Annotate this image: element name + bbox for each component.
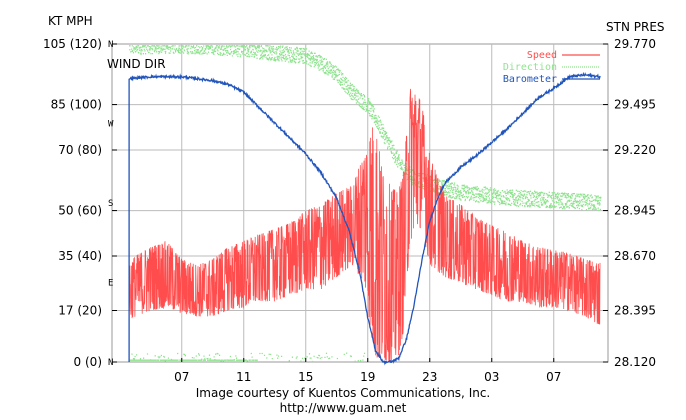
direction-tick-label: N <box>108 358 113 368</box>
right-axis-title: STN PRES <box>606 20 665 34</box>
x-tick-label: 07 <box>546 370 561 384</box>
direction-series <box>129 45 602 363</box>
right-tick-label: 29.495 <box>614 98 656 112</box>
speed-series-line <box>128 88 601 363</box>
left-tick-label: 70 (80) <box>58 143 102 157</box>
right-tick-label: 28.395 <box>614 304 656 318</box>
x-tick-label: 11 <box>236 370 251 384</box>
x-axis-ticks: 07 11 15 19 23 03 07 <box>174 358 561 384</box>
direction-tick-label: S <box>108 199 113 209</box>
right-tick-label: 28.120 <box>614 355 656 369</box>
wind-dir-title: WIND DIR <box>107 57 166 71</box>
barometer-series-line <box>128 71 601 366</box>
x-tick-label: 23 <box>422 370 437 384</box>
right-tick-label: 28.670 <box>614 249 656 263</box>
x-tick-label: 15 <box>298 370 313 384</box>
right-tick-label: 29.770 <box>614 37 656 51</box>
barometer-series <box>128 71 601 366</box>
right-tick-label: 28.945 <box>614 204 656 218</box>
credit-line-2: http://www.guam.net <box>280 401 407 415</box>
right-axis-ticks: 29.770 29.495 29.220 28.945 28.670 28.395 28.1… <box>603 37 656 369</box>
left-tick-label: 85 (100) <box>51 98 102 112</box>
legend-label: Speed <box>527 50 557 61</box>
left-tick-label: 35 (40) <box>58 249 102 263</box>
x-tick-label: 03 <box>484 370 499 384</box>
direction-series-points <box>129 45 602 363</box>
left-tick-label: 105 (120) <box>43 37 102 51</box>
left-tick-label: 50 (60) <box>58 204 102 218</box>
direction-tick-label: W <box>108 120 114 130</box>
legend-label: Direction <box>503 62 557 73</box>
direction-tick-label: E <box>108 279 113 289</box>
left-axis-title: KT MPH <box>48 14 93 28</box>
direction-axis-ticks: N W S E N <box>108 40 114 368</box>
right-tick-label: 29.220 <box>614 143 656 157</box>
credit-line-1: Image courtesy of Kuentos Communications… <box>196 386 491 400</box>
left-axis-ticks: 105 (120) 85 (100) 70 (80) 50 (60) 35 (40) 17… <box>43 37 117 369</box>
left-tick-label: 0 (0) <box>74 355 102 369</box>
left-tick-label: 17 (20) <box>58 304 102 318</box>
speed-series <box>128 88 601 363</box>
legend-label: Barometer <box>503 74 557 85</box>
x-tick-label: 19 <box>360 370 375 384</box>
direction-tick-label: N <box>108 40 113 50</box>
x-tick-label: 07 <box>174 370 189 384</box>
